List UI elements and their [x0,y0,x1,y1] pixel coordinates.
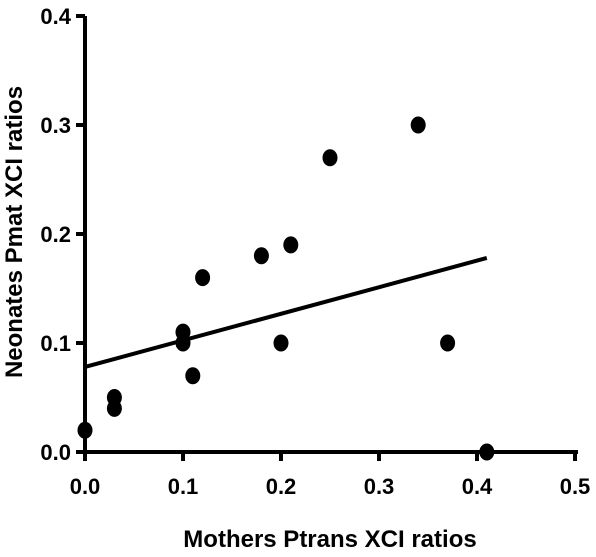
data-point [322,149,338,167]
data-point [283,236,299,254]
x-tick-label: 0.2 [266,474,297,499]
tick-labels: 0.0 0.1 0.2 0.3 0.4 0.5 0.0 0.1 0.2 0.3 0.4 [40,4,590,499]
y-tick-label: 0.2 [40,222,71,247]
x-tick-label: 0.1 [168,474,199,499]
data-point [410,116,426,134]
y-tick-label: 0.1 [40,331,71,356]
x-tick-label: 0.0 [70,474,101,499]
axes [83,16,578,454]
data-points [77,116,495,461]
data-point [195,269,211,287]
data-point [185,367,201,385]
data-point [440,334,456,352]
ticks [76,14,577,461]
data-point [273,334,289,352]
x-axis-title: Mothers Ptrans XCI ratios [183,526,476,553]
data-point [479,443,495,461]
y-tick-label: 0.3 [40,113,71,138]
x-tick-label: 0.4 [462,474,493,499]
x-tick-label: 0.5 [560,474,591,499]
x-tick-label: 0.3 [364,474,395,499]
data-point [106,399,122,417]
y-axis-title: Neonates Pmat XCI ratios [1,86,28,378]
y-tick-label: 0.0 [40,440,71,465]
data-point [175,334,191,352]
data-point [77,421,93,439]
regression-line [84,256,488,369]
data-point [253,247,269,265]
y-tick-label: 0.4 [40,4,71,29]
